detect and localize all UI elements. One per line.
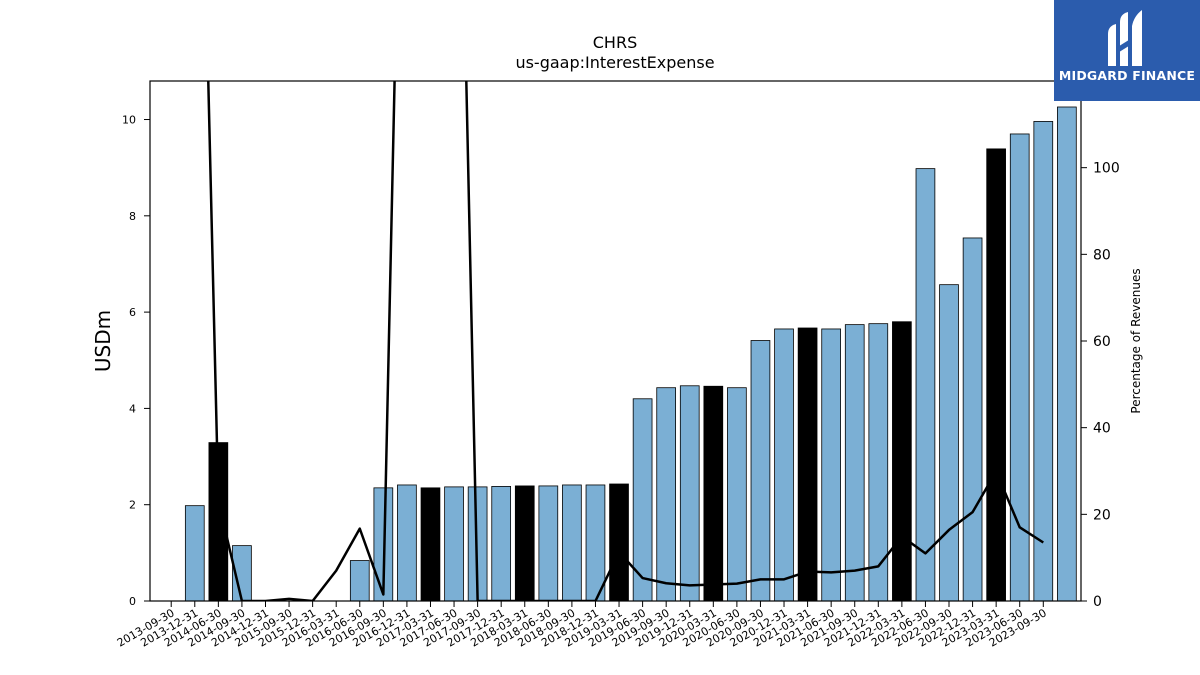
y-axis-label: USDm [91,310,115,372]
bar-2020-12-31 [797,327,818,602]
logo-text: MIDGARD FINANCE [1058,68,1196,83]
bar-2017-09-30 [491,486,512,602]
bar-2020-03-31 [727,387,747,602]
bar-2016-09-30 [397,484,417,602]
bar-2021-03-31 [821,328,841,602]
x-axis: 2013-09-302013-12-312014-06-302014-09-30… [115,601,1049,650]
bar-2019-06-30 [656,387,677,602]
y2-tick-label: 0 [1093,594,1102,610]
percentage-line [207,81,1044,601]
bar-2018-03-31 [538,485,559,602]
bar-2023-06-30 [1033,121,1054,602]
bar-2018-09-30 [585,484,606,602]
bar-2020-06-30 [750,340,771,602]
y2-tick-label: 20 [1093,507,1111,523]
bar-2013-09-30 [184,505,205,602]
bar-2019-09-30 [679,385,700,602]
y-axis: 0 2 4 6 8 10 [122,114,150,608]
bar-2021-12-31 [892,321,912,602]
bar-2018-06-30 [562,484,582,602]
chart-title: CHRS [593,33,637,52]
y2-axis: 0 20 40 60 80 100 [1081,161,1120,610]
bar-2017-12-31 [514,485,535,602]
bar-2016-03-31 [349,560,370,602]
y-tick-label: 8 [129,210,136,223]
bar-2022-12-31 [986,148,1006,602]
bar-2021-06-30 [844,324,865,602]
y2-tick-label: 100 [1093,161,1120,177]
y-tick-label: 2 [129,499,136,512]
bar-2018-12-31 [609,483,629,602]
bar-2022-03-31 [915,168,936,602]
bar-2019-12-31 [703,385,724,602]
bar-2016-12-31 [420,487,441,602]
y2-tick-label: 60 [1093,334,1111,350]
y-tick-label: 10 [122,114,136,127]
y-tick-label: 0 [129,595,136,608]
bar-2023-09-30 [1057,106,1077,602]
bar-2017-03-31 [444,486,464,602]
line-group [207,81,1044,601]
bars-group [184,106,1077,602]
y2-tick-label: 40 [1093,421,1111,437]
bar-2022-06-30 [939,284,959,602]
bar-2022-09-30 [962,237,983,602]
y2-axis-label: Percentage of Revenues [1129,268,1143,413]
bar-2020-09-30 [774,328,794,602]
y-tick-label: 6 [129,306,136,319]
chart-subtitle: us-gaap:InterestExpense [515,53,714,72]
y2-tick-label: 80 [1093,247,1111,263]
logo: MIDGARD FINANCE [1054,0,1200,101]
logo-mark-icon [1108,10,1142,66]
y-tick-label: 4 [129,402,136,415]
